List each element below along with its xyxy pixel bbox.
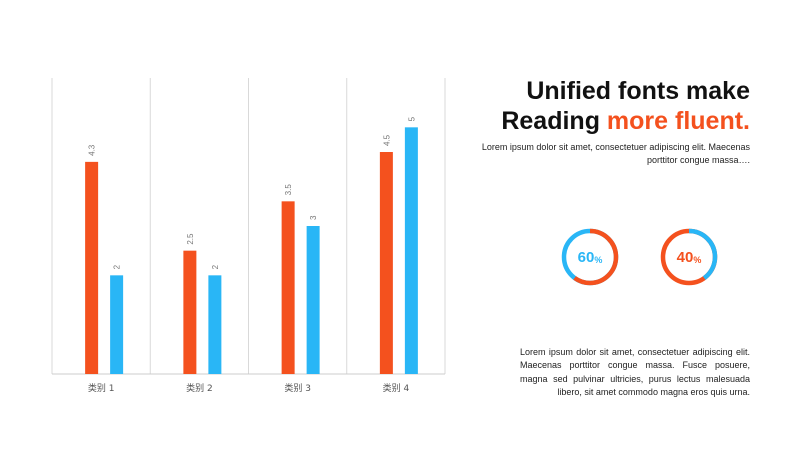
headline-line-2-plain: Reading [501, 107, 607, 135]
lead-paragraph: Lorem ipsum dolor sit amet, consectetuer… [481, 142, 750, 165]
category-label: 类别 4 [383, 382, 410, 394]
data-label: 4.5 [382, 134, 391, 146]
donut-ring-2 [660, 228, 718, 286]
bar [183, 250, 197, 374]
category-label: 类别 1 [88, 382, 115, 394]
headline-accent: more fluent. [606, 107, 750, 135]
donut-chart-2: 40% [659, 227, 719, 287]
bar [404, 127, 418, 374]
donut-value-1: 60% [577, 248, 603, 266]
bar-chart: 4.3 2 类别 1 2.5 2 类别 2 3.5 3 类别 3 4.5 5 类别 4 [51, 78, 446, 394]
headline-line-1: Unified fonts make [526, 77, 750, 105]
data-label: 2 [113, 264, 122, 269]
category-label: 类别 3 [284, 382, 311, 394]
data-label: 2 [211, 264, 220, 269]
bar [379, 152, 393, 374]
donut-value-2: 40% [676, 248, 702, 266]
data-label: 5 [407, 116, 416, 121]
data-label: 4.3 [88, 144, 97, 156]
data-label: 3.5 [284, 184, 293, 196]
data-label: 3 [309, 215, 318, 220]
bar [85, 161, 99, 374]
bar [281, 201, 295, 374]
headline: Unified fonts make Reading more fluent. [501, 76, 750, 136]
body-paragraph: Lorem ipsum dolor sit amet, consectetuer… [520, 347, 750, 398]
donut-chart-1: 60% [560, 227, 620, 287]
bar [110, 275, 124, 374]
category-label: 类别 2 [186, 382, 213, 394]
bar [306, 226, 320, 374]
bar [208, 275, 222, 374]
donut-ring-1 [561, 228, 619, 286]
data-label: 2.5 [186, 233, 195, 245]
